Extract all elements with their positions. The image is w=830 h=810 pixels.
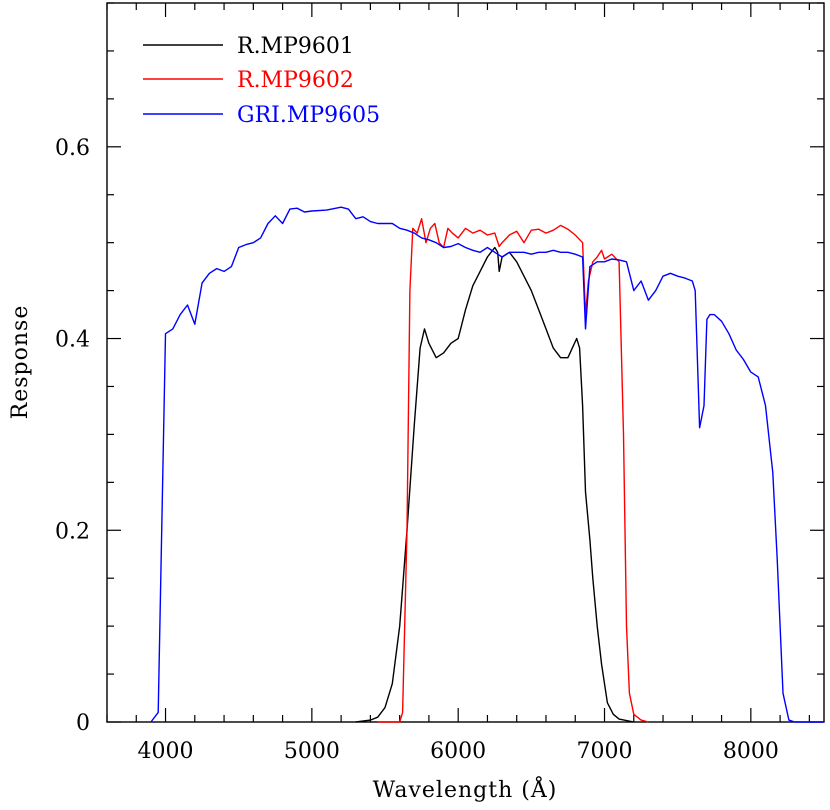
plot-frame: [106, 2, 825, 723]
y-tick-label: 0.6: [55, 136, 90, 161]
x-axis-title: Wavelength (Å): [373, 775, 558, 803]
y-axis-title: Response: [8, 305, 33, 420]
x-tick-label: 7000: [577, 739, 633, 764]
series-line-r-mp9601: [355, 246, 634, 723]
legend-label-r-mp9602: R.MP9602: [237, 68, 354, 93]
x-tick-label: 8000: [723, 739, 779, 764]
axis-ticks: [106, 2, 824, 723]
legend: R.MP9601 R.MP9602 GRI.MP9605: [143, 34, 380, 128]
x-tick-label: 4000: [138, 739, 194, 764]
series-line-gri-mp9605: [150, 206, 824, 723]
legend-label-gri-mp9605: GRI.MP9605: [237, 103, 380, 128]
x-tick-label: 5000: [284, 739, 340, 764]
y-tick-label: 0.2: [55, 519, 90, 544]
series-line-r-mp9602: [377, 218, 649, 723]
y-tick-label: 0: [76, 711, 90, 736]
legend-label-r-mp9601: R.MP9601: [237, 34, 354, 59]
axis-tick-labels: 4000 5000 6000 7000 8000 0 0.2 0.4 0.6: [55, 136, 779, 764]
y-tick-label: 0.4: [55, 328, 90, 353]
x-tick-label: 6000: [430, 739, 486, 764]
series-lines: [150, 206, 824, 723]
